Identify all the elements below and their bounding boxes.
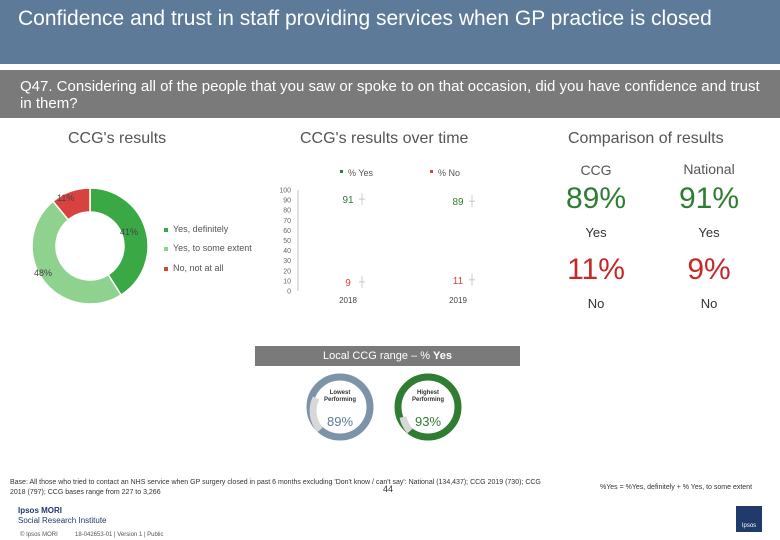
donut-label-not-at-all: 11% bbox=[57, 193, 75, 203]
lowest-caption: Lowest Performing bbox=[323, 390, 356, 403]
y-tick-label: 50 bbox=[283, 238, 291, 245]
highest-gauge-gap bbox=[399, 416, 413, 434]
results-donut bbox=[31, 187, 149, 305]
legend-swatch-icon bbox=[164, 246, 168, 251]
x-tick-label: 2018 bbox=[339, 296, 357, 305]
y-tick-label: 100 bbox=[279, 188, 291, 195]
y-tick-label: 90 bbox=[283, 198, 291, 205]
donut-label-definitely: 41% bbox=[120, 227, 139, 237]
y-tick-label: 60 bbox=[283, 228, 291, 235]
donut-label-some-extent: 48% bbox=[34, 268, 53, 278]
base-footnote: Base: All those who tried to contact an … bbox=[10, 479, 541, 496]
national-no-label: No bbox=[700, 296, 718, 311]
over-time-chart: % Yes % No 0 10 20 30 40 50 60 70 80 90 100 2018 2019 9… bbox=[279, 168, 475, 305]
legend-yes-some-extent: Yes, to some extent bbox=[164, 243, 252, 253]
lowest-gauge-gap bbox=[309, 396, 323, 433]
donut-segments bbox=[31, 187, 149, 305]
ccg-no-label: No bbox=[587, 296, 605, 311]
data-label: 91 bbox=[342, 195, 354, 206]
legend-yes-definitely: Yes, definitely bbox=[164, 224, 228, 234]
ccg-yes-value: 89% bbox=[565, 182, 627, 215]
over-time-heading: CCG's results over time bbox=[300, 130, 469, 147]
series-legend-label: % Yes bbox=[348, 168, 374, 178]
series-legend-label: % No bbox=[438, 168, 460, 178]
x-tick-label: 2019 bbox=[449, 296, 467, 305]
series-legend-swatch-icon bbox=[430, 170, 433, 173]
legend-label: Yes, definitely bbox=[173, 224, 229, 234]
y-tick-label: 40 bbox=[283, 248, 291, 255]
data-label: 11 bbox=[453, 276, 464, 287]
definition-footnote: %Yes = %Yes, definitely + % Yes, to some… bbox=[600, 484, 753, 491]
legend-swatch-icon bbox=[164, 227, 168, 232]
copyright: © Ipsos MORI bbox=[20, 532, 58, 538]
range-gauges bbox=[306, 373, 462, 441]
page-title: Confidence and trust in staff providing … bbox=[18, 7, 712, 30]
highest-value: 93% bbox=[414, 414, 442, 429]
highest-caption: Highest Performing bbox=[411, 390, 444, 403]
lowest-value: 89% bbox=[326, 414, 354, 429]
legend-label: Yes, to some extent bbox=[173, 243, 252, 253]
national-no-value: 9% bbox=[687, 253, 731, 286]
national-yes-value: 91% bbox=[678, 182, 740, 215]
ipsos-mori-logo: Ipsos MORI Social Research Institute bbox=[18, 506, 107, 526]
donut-segment-definitely bbox=[89, 187, 149, 297]
logo-line-1: Ipsos MORI bbox=[18, 506, 63, 515]
donut-segment-not-at-all bbox=[51, 187, 91, 221]
national-yes-label: Yes bbox=[698, 225, 720, 240]
y-tick-label: 0 bbox=[287, 289, 291, 296]
question-text: Q47. Considering all of the people that … bbox=[20, 78, 760, 112]
page-number: 44 bbox=[383, 484, 394, 494]
legend-label: No, not at all bbox=[173, 263, 224, 273]
ccg-column-label: CCG bbox=[580, 162, 612, 178]
y-tick-label: 80 bbox=[283, 208, 291, 215]
over-time-plot: % Yes % No 0 10 20 30 40 50 60 70 80 90 100 2018 2019 9… bbox=[279, 168, 475, 305]
ccg-results-heading: CCG's results bbox=[68, 130, 167, 147]
local-range-header: Local CCG range – % Yes bbox=[255, 346, 520, 366]
comparison-heading: Comparison of results bbox=[568, 130, 724, 147]
donut-segment-some-extent bbox=[31, 200, 123, 305]
legend-swatch-icon bbox=[164, 266, 168, 271]
range-title-prefix: Local CCG range – % bbox=[322, 350, 434, 362]
y-tick-label: 10 bbox=[283, 278, 291, 285]
y-tick-label: 30 bbox=[283, 258, 291, 265]
series-legend-swatch-icon bbox=[340, 170, 343, 173]
ccg-yes-label: Yes bbox=[585, 225, 607, 240]
ccg-no-value: 11% bbox=[567, 253, 625, 286]
ipsos-badge-logo: Ipsos bbox=[736, 506, 762, 532]
title-bar: Confidence and trust in staff providing … bbox=[0, 0, 780, 64]
national-column-label: National bbox=[683, 161, 735, 177]
version-info: 18-042653-01 | Version 1 | Public bbox=[75, 532, 164, 538]
data-label: 89 bbox=[452, 197, 464, 208]
question-bar: Q47. Considering all of the people that … bbox=[0, 70, 780, 118]
y-tick-label: 20 bbox=[283, 268, 291, 275]
highest-gauge-ring bbox=[394, 373, 462, 441]
y-tick-label: 70 bbox=[283, 218, 291, 225]
logo-line-2: Social Research Institute bbox=[18, 516, 107, 525]
data-label: 9 bbox=[345, 278, 351, 289]
range-title-bold: Yes bbox=[433, 350, 453, 362]
legend-no-not-at-all: No, not at all bbox=[164, 263, 224, 273]
